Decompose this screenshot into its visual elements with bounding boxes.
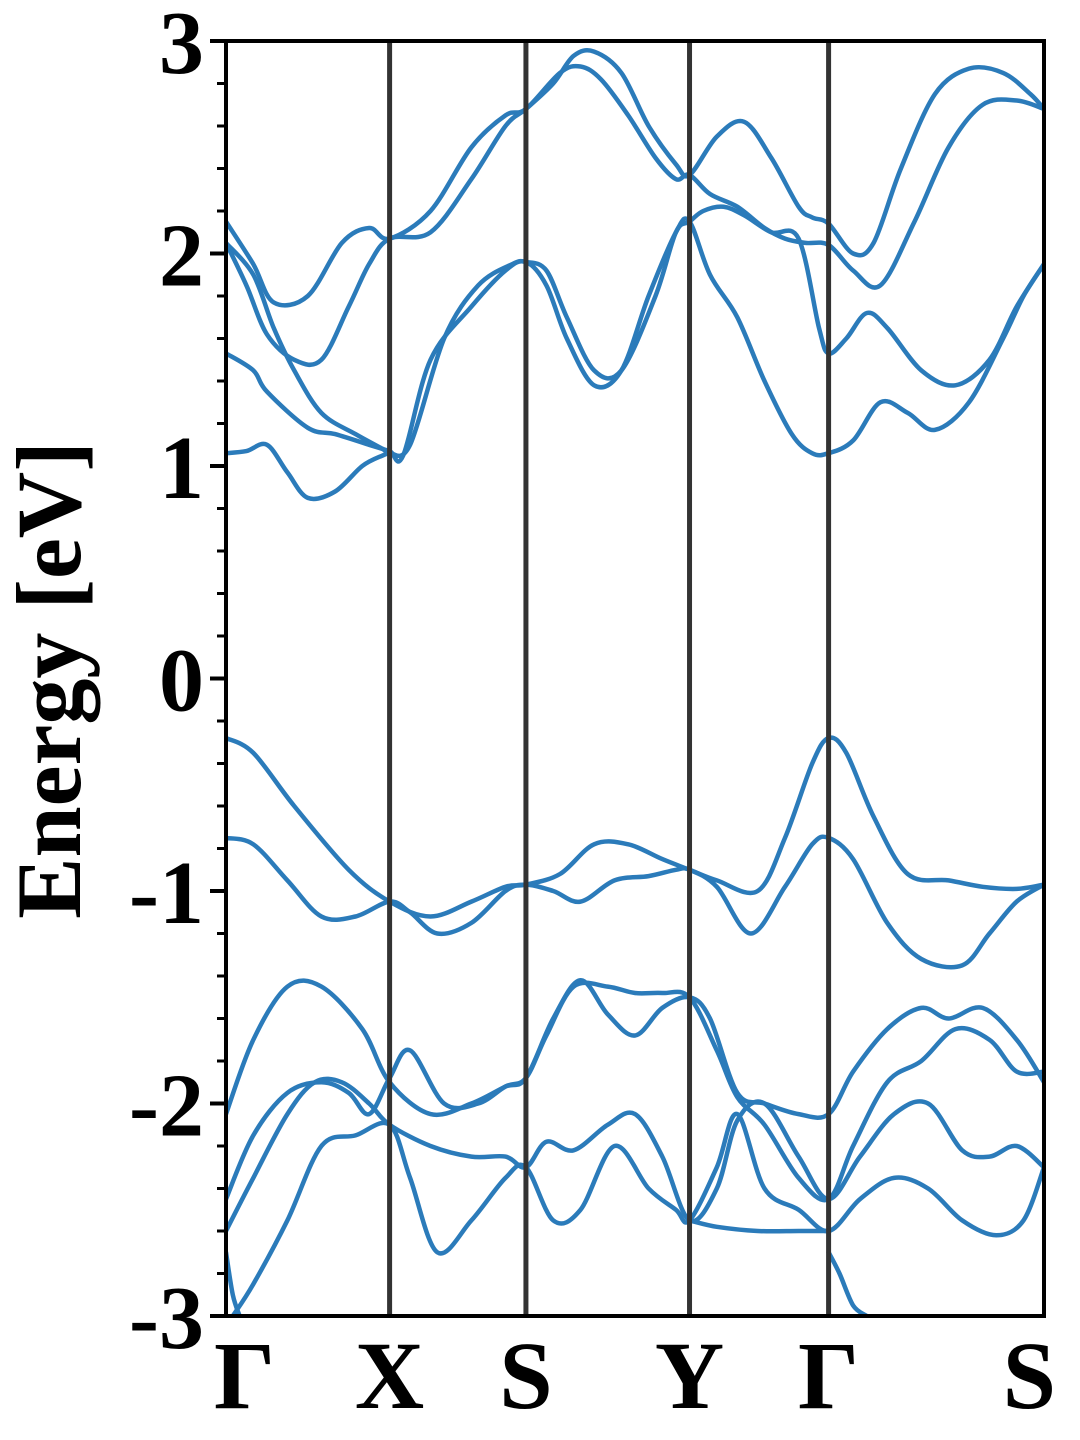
band-7 bbox=[226, 834, 1044, 970]
x-tick-label: Y bbox=[655, 1322, 724, 1429]
x-tick-label: X bbox=[355, 1322, 424, 1429]
y-tick-label: 1 bbox=[159, 419, 204, 518]
band-5 bbox=[226, 441, 392, 502]
y-tick-label: 0 bbox=[159, 632, 204, 731]
band-9 bbox=[226, 980, 1044, 1203]
band-8 bbox=[226, 978, 1044, 1120]
band-2 bbox=[226, 48, 1044, 368]
x-tick-label: Γ bbox=[214, 1322, 275, 1429]
y-tick-label: -2 bbox=[129, 1057, 204, 1156]
band-12 bbox=[687, 1218, 831, 1234]
kpoint-dividers bbox=[387, 41, 832, 1316]
band-1 bbox=[226, 63, 1044, 308]
y-tick-label: 3 bbox=[159, 0, 204, 93]
y-axis-label: Energy [eV] bbox=[0, 441, 100, 919]
band-13 bbox=[226, 1250, 242, 1316]
band-14 bbox=[826, 1250, 870, 1316]
band-6 bbox=[226, 735, 1044, 919]
band-4 bbox=[226, 216, 1044, 464]
y-ticks: 3 2 1 0 -1 -2 -3 bbox=[129, 0, 226, 1368]
band-10 bbox=[226, 1076, 1044, 1234]
plot-frame bbox=[224, 39, 1046, 1318]
x-tick-label: S bbox=[499, 1322, 552, 1429]
x-tick-label: Γ bbox=[798, 1322, 859, 1429]
x-tick-label: S bbox=[1003, 1322, 1056, 1429]
y-tick-label: 2 bbox=[159, 207, 204, 306]
y-tick-label: -3 bbox=[129, 1269, 204, 1368]
band-11 bbox=[230, 1111, 1044, 1316]
axes-frame bbox=[224, 39, 1046, 1318]
y-tick-label: -1 bbox=[129, 844, 204, 943]
band-curves bbox=[226, 48, 1044, 1316]
